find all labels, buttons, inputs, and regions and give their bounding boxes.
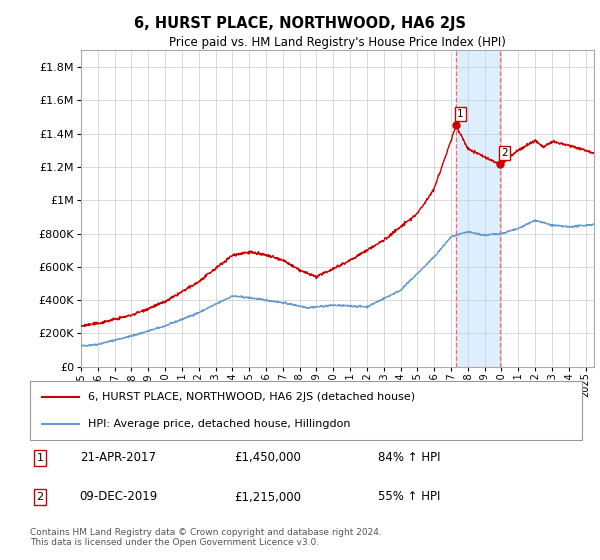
Text: 2: 2 — [501, 148, 508, 158]
Text: 1: 1 — [37, 453, 43, 463]
Text: HPI: Average price, detached house, Hillingdon: HPI: Average price, detached house, Hill… — [88, 419, 350, 429]
Text: Contains HM Land Registry data © Crown copyright and database right 2024.
This d: Contains HM Land Registry data © Crown c… — [30, 528, 382, 547]
Text: 84% ↑ HPI: 84% ↑ HPI — [378, 451, 440, 464]
Text: 09-DEC-2019: 09-DEC-2019 — [80, 491, 158, 503]
Text: 1: 1 — [457, 109, 464, 119]
FancyBboxPatch shape — [30, 381, 582, 440]
Title: Price paid vs. HM Land Registry's House Price Index (HPI): Price paid vs. HM Land Registry's House … — [169, 36, 506, 49]
Bar — [456, 50, 500, 367]
Text: 21-APR-2017: 21-APR-2017 — [80, 451, 155, 464]
Text: £1,215,000: £1,215,000 — [234, 491, 301, 503]
Text: 55% ↑ HPI: 55% ↑ HPI — [378, 491, 440, 503]
Text: £1,450,000: £1,450,000 — [234, 451, 301, 464]
Text: 6, HURST PLACE, NORTHWOOD, HA6 2JS: 6, HURST PLACE, NORTHWOOD, HA6 2JS — [134, 16, 466, 31]
Text: 6, HURST PLACE, NORTHWOOD, HA6 2JS (detached house): 6, HURST PLACE, NORTHWOOD, HA6 2JS (deta… — [88, 391, 415, 402]
Text: 2: 2 — [37, 492, 43, 502]
